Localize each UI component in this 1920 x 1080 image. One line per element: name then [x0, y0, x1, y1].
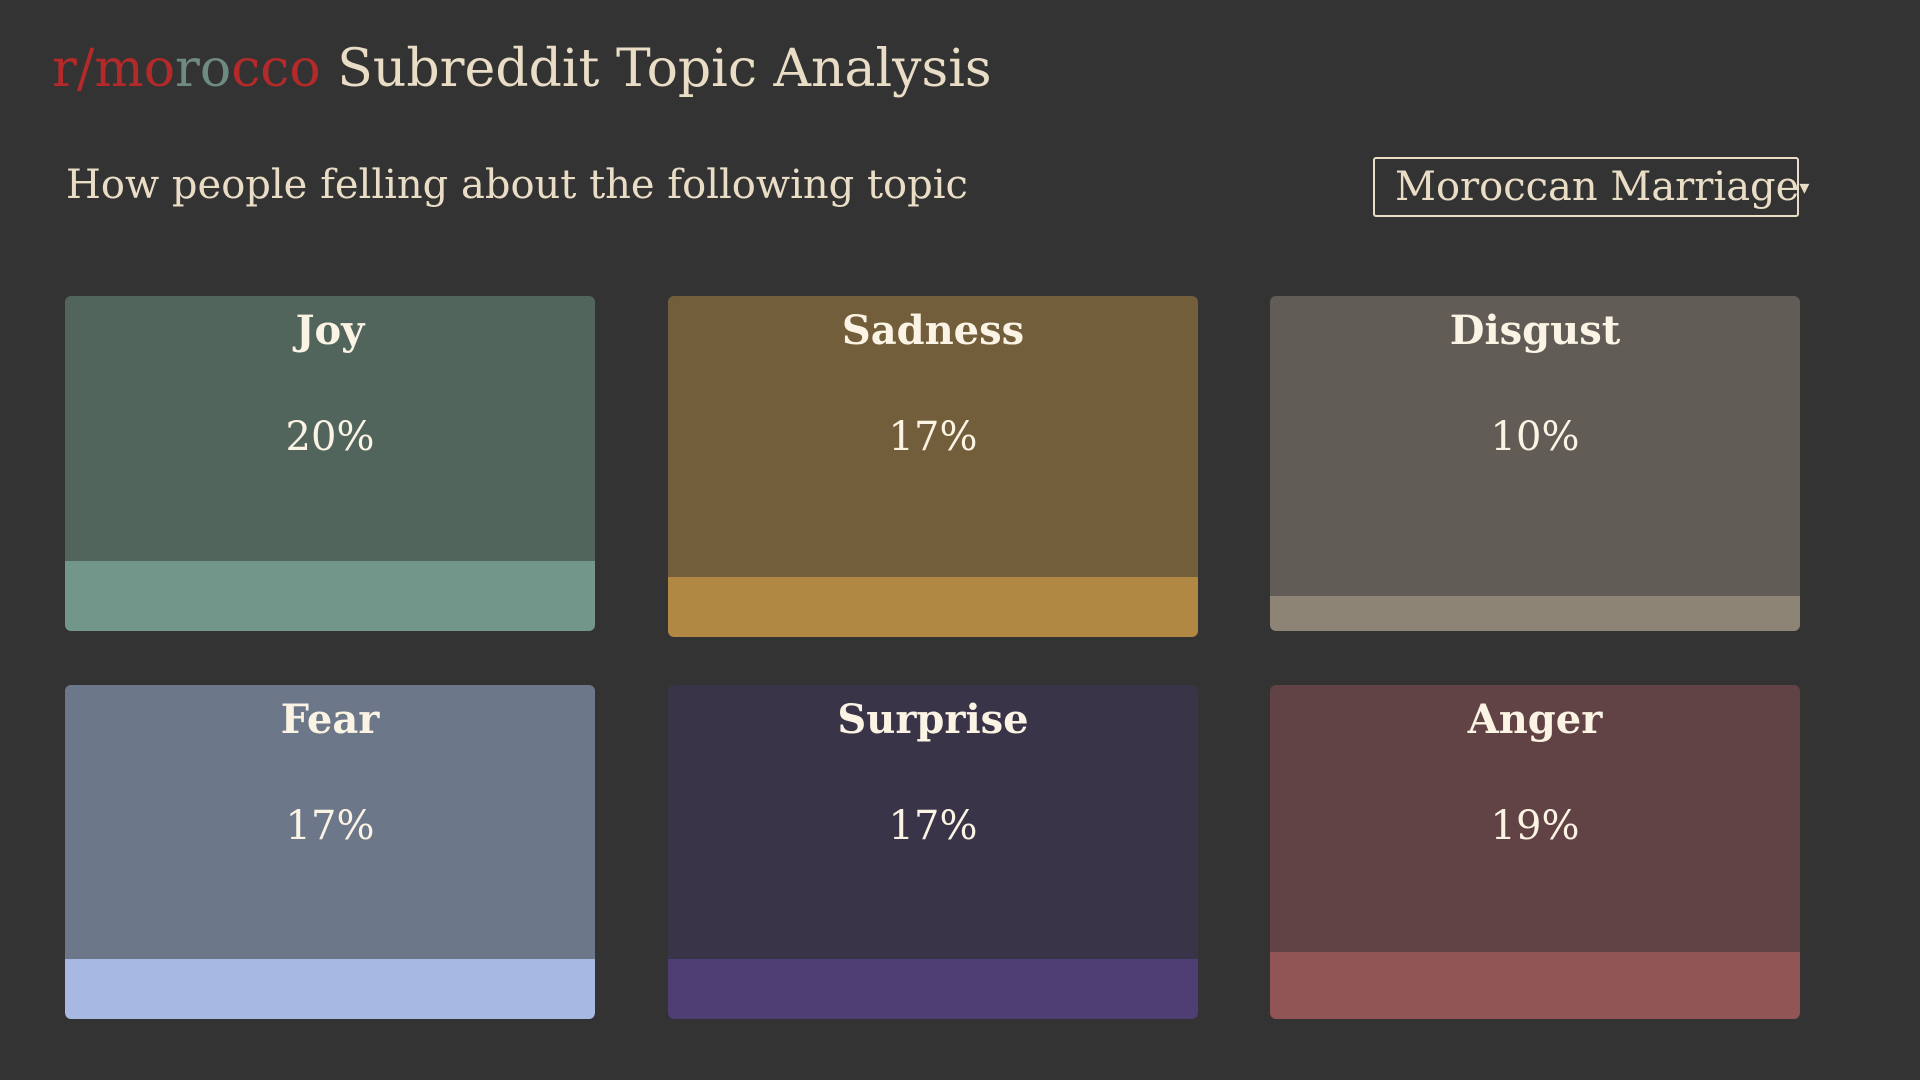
emotion-bar [65, 959, 595, 1019]
emotion-percent: 17% [285, 803, 375, 849]
subreddit-name-part: cco [231, 39, 321, 99]
emotion-label: Surprise [837, 696, 1029, 743]
emotion-label: Disgust [1449, 307, 1621, 354]
emotion-card-joy: Joy 20% [65, 296, 595, 631]
subreddit-name: r/morocco [52, 39, 321, 99]
emotion-label: Fear [280, 696, 380, 743]
emotion-bar [668, 959, 1198, 1019]
emotion-bar [65, 561, 595, 631]
emotion-bar [668, 577, 1198, 637]
emotion-percent: 20% [285, 414, 375, 460]
emotion-card-fear: Fear 17% [65, 685, 595, 1019]
emotion-percent: 17% [888, 803, 978, 849]
emotion-card-sadness: Sadness 17% [668, 296, 1198, 637]
emotion-percent: 10% [1490, 414, 1580, 460]
topic-select[interactable]: Moroccan Marriage ▾ [1373, 157, 1809, 217]
title-text: Subreddit Topic Analysis [337, 39, 992, 99]
subreddit-name-part: r/ [52, 39, 95, 99]
caret-down-icon: ▾ [1799, 175, 1810, 199]
emotion-card-anger: Anger 19% [1270, 685, 1800, 1019]
emotion-label: Anger [1467, 696, 1603, 743]
topic-prompt: How people felling about the following t… [66, 162, 968, 208]
page-title: r/morocco Subreddit Topic Analysis [52, 36, 992, 102]
emotion-bar [1270, 596, 1800, 631]
emotion-percent: 19% [1490, 803, 1580, 849]
emotion-percent: 17% [888, 414, 978, 460]
emotion-card-surprise: Surprise 17% [668, 685, 1198, 1019]
emotion-label: Sadness [841, 307, 1025, 354]
topic-select-value: Moroccan Marriage [1395, 164, 1800, 210]
emotion-label: Joy [295, 307, 365, 354]
emotion-card-disgust: Disgust 10% [1270, 296, 1800, 631]
emotion-bar [1270, 952, 1800, 1019]
subreddit-name-part: ro [175, 39, 232, 99]
subreddit-name-part: mo [94, 39, 176, 99]
